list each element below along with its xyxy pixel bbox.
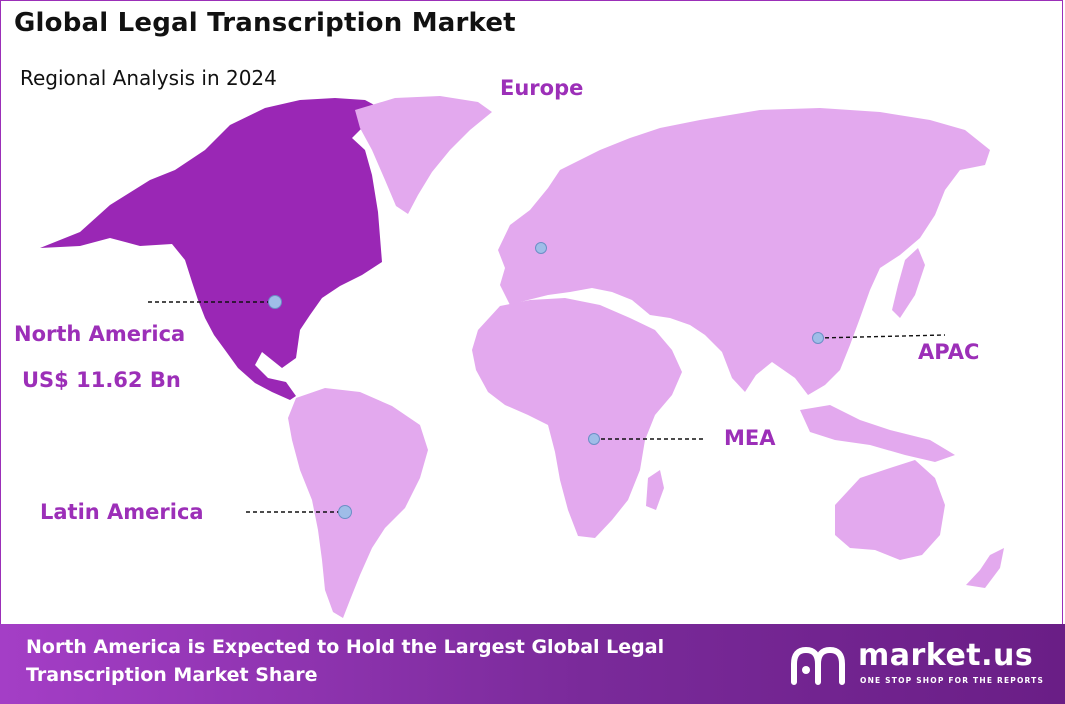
north-america-label: North America [14,322,186,346]
africa-region [472,298,682,538]
chart-subtitle: Regional Analysis in 2024 [20,66,277,90]
latin-america-region [288,388,428,618]
north-america-region [40,98,382,400]
europe-marker [535,242,547,254]
japan-region [892,248,925,318]
greenland-region [355,96,492,214]
latin-america-label: Latin America [40,500,204,524]
apac-label: APAC [918,340,980,364]
chart-title: Global Legal Transcription Market [14,8,516,38]
north-america-marker [148,295,282,309]
latin-america-marker [246,505,352,519]
footer-text: North America is Expected to Hold the La… [26,636,665,686]
brand-tagline: ONE STOP SHOP FOR THE REPORTS [860,676,1045,685]
southeast-asia-islands [800,405,955,462]
brand-name: market.us [858,638,1034,673]
north-america-value: US$ 11.62 Bn [22,368,181,392]
footer-banner: North America is Expected to Hold the La… [0,624,1065,704]
mea-marker [588,433,704,445]
europe-label: Europe [500,76,584,100]
australia-region [835,460,945,560]
new-zealand-region [966,548,1004,588]
eurasia-region [498,108,990,395]
mea-label: MEA [724,426,776,450]
madagascar-region [646,470,664,510]
market-us-logo-icon [791,646,845,685]
apac-marker [812,332,946,344]
